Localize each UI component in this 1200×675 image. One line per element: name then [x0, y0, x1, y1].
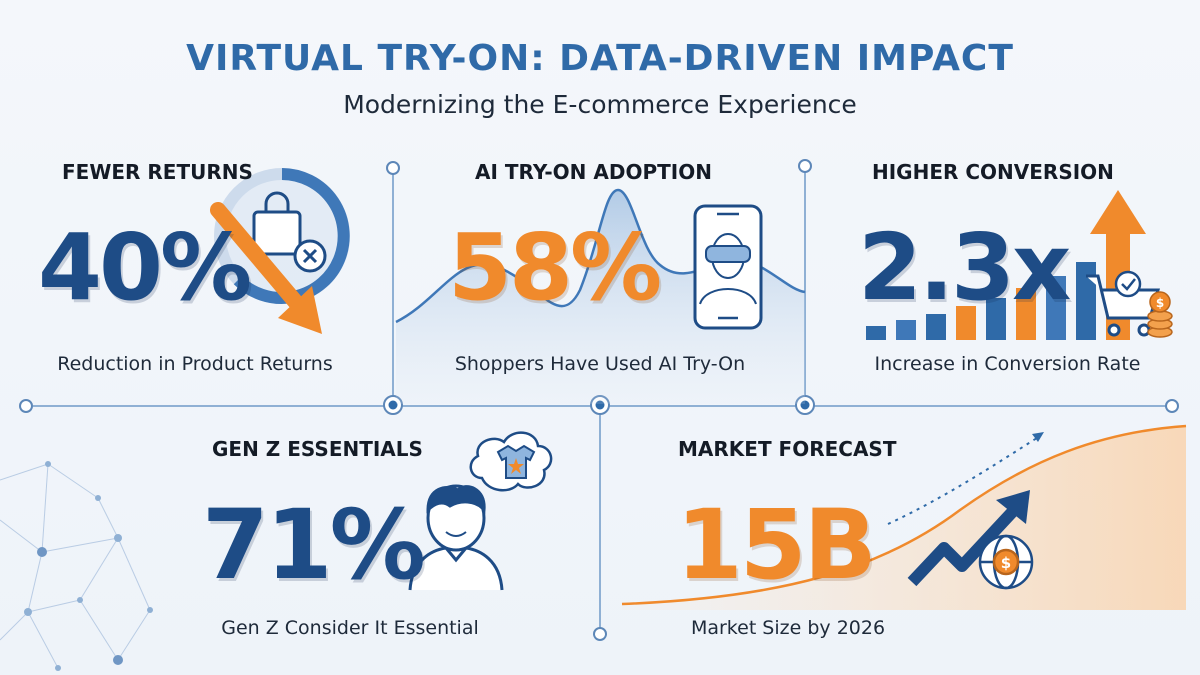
returns-value: 40% — [38, 214, 252, 321]
genz-value: 71% — [202, 489, 426, 601]
adoption-value: 58% — [448, 214, 662, 321]
coin-stack-icon: $ — [1147, 291, 1173, 338]
node-top-left — [386, 161, 400, 175]
market-heading: MARKET FORECAST — [678, 437, 897, 461]
vr-headset-face-icon — [699, 233, 757, 305]
market-curve — [621, 424, 1187, 606]
conversion-caption: Increase in Conversion Rate — [874, 353, 1141, 375]
returns-ring-arc — [233, 168, 350, 304]
shopping-bag-icon — [252, 191, 302, 256]
page-subtitle: Modernizing the E-commerce Experience — [343, 90, 857, 119]
down-trend-arrow-icon — [210, 202, 322, 334]
returns-caption: Reduction in Product Returns — [57, 353, 333, 375]
node-left — [19, 399, 33, 413]
adoption-caption: Shoppers Have Used AI Try-On — [454, 353, 746, 375]
svg-text:$: $ — [1156, 296, 1164, 310]
market-caption: Market Size by 2026 — [690, 617, 886, 639]
tshirt-icon — [496, 444, 536, 479]
person-icon — [408, 484, 504, 591]
node-bottom — [593, 627, 607, 641]
node-right — [1165, 399, 1179, 413]
cancel-circle-icon — [293, 239, 327, 273]
market-value: 15B — [676, 489, 877, 601]
page-title: VIRTUAL TRY-ON: DATA-DRIVEN IMPACT — [186, 38, 1014, 79]
returns-heading: FEWER RETURNS — [62, 160, 253, 184]
conversion-value: 2.3x — [858, 214, 1071, 321]
check-badge-icon — [1114, 270, 1142, 298]
svg-text:$: $ — [1001, 554, 1011, 572]
growth-arrow-icon — [907, 490, 1030, 587]
market-area — [622, 426, 1186, 610]
dollar-globe-icon: $ — [978, 534, 1034, 590]
conversion-heading: HIGHER CONVERSION — [872, 160, 1114, 184]
adoption-wave-area — [396, 190, 805, 404]
adoption-heading: AI TRY-ON ADOPTION — [475, 160, 712, 184]
conversion-bars — [866, 262, 1096, 340]
shopping-cart-icon — [1086, 274, 1160, 337]
genz-heading: GEN Z ESSENTIALS — [212, 437, 423, 461]
node-top-right — [798, 159, 812, 173]
genz-caption: Gen Z Consider It Essential — [221, 617, 479, 639]
